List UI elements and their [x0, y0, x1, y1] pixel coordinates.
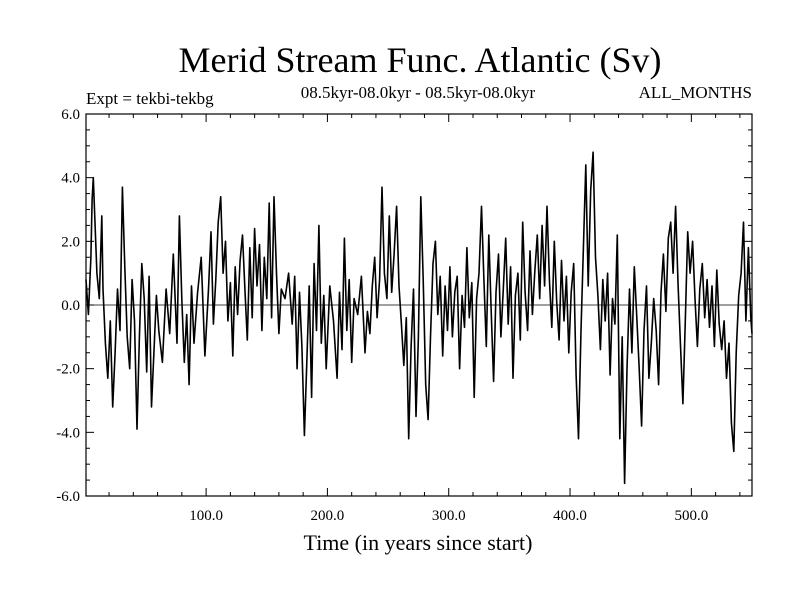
period-label: ALL_MONTHS	[639, 83, 752, 102]
y-tick-label: -4.0	[56, 425, 80, 441]
series-line	[85, 151, 753, 485]
y-tick-label: 6.0	[61, 107, 80, 123]
x-tick-label: 400.0	[553, 508, 587, 524]
experiment-label: Expt = tekbi-tekbg	[86, 89, 214, 108]
x-tick-label: 100.0	[189, 508, 223, 524]
x-tick-label: 200.0	[311, 508, 345, 524]
y-tick-label: 4.0	[61, 171, 80, 187]
y-tick-label: 2.0	[61, 234, 80, 250]
axis-tick-labels: 6.0 4.0 2.0 0.0 -2.0 -4.0 -6.0 100.0 200.0 300.0 4…	[56, 107, 708, 524]
x-axis-label: Time (in years since start)	[304, 530, 533, 555]
y-tick-label: 0.0	[61, 298, 80, 314]
axis-ticks	[86, 113, 752, 497]
chart-subtitle: 08.5kyr-08.0kyr - 08.5kyr-08.0kyr	[301, 83, 536, 102]
y-tick-label: -6.0	[56, 489, 80, 505]
x-tick-label: 500.0	[674, 508, 708, 524]
chart-title: Merid Stream Func. Atlantic (Sv)	[179, 40, 662, 80]
x-tick-label: 300.0	[432, 508, 466, 524]
y-tick-label: -2.0	[56, 362, 80, 378]
